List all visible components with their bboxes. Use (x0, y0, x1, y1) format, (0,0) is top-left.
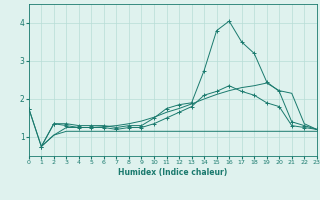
X-axis label: Humidex (Indice chaleur): Humidex (Indice chaleur) (118, 168, 228, 177)
